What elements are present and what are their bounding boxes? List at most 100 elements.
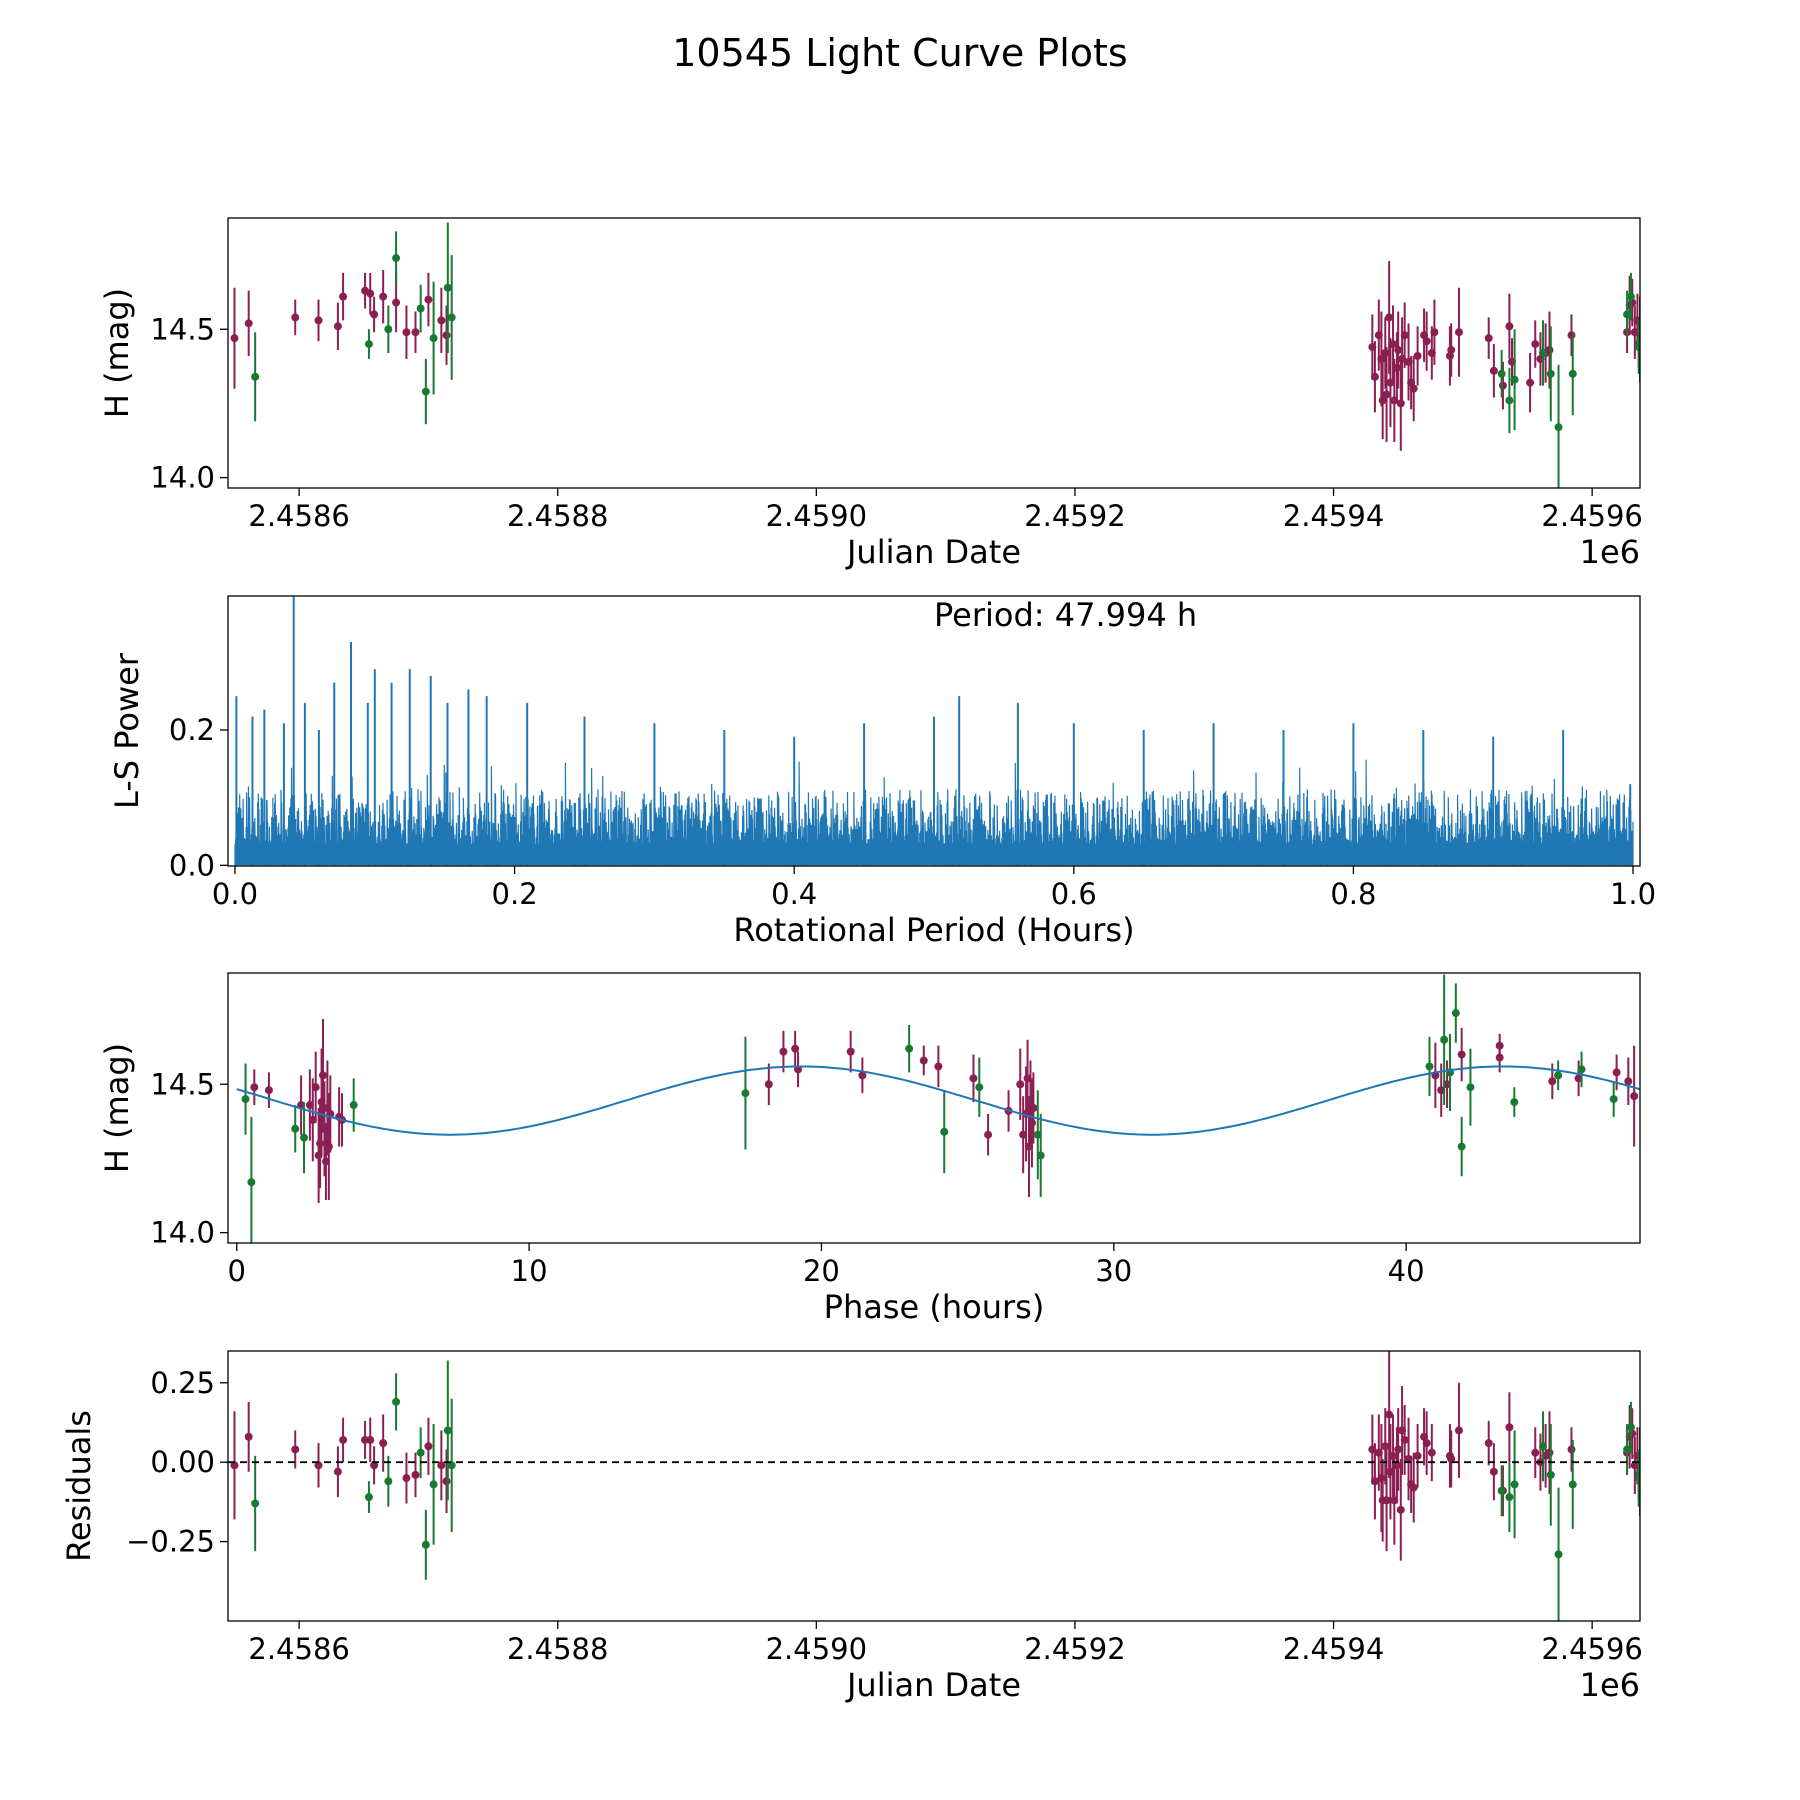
data-point — [1409, 384, 1418, 393]
data-point — [370, 310, 379, 319]
data-point — [1385, 1410, 1394, 1419]
panel-phased-light-curve: 0 10 20 30 40 14.0 14.5 Phase (hours) H (mag) — [98, 972, 1641, 1326]
data-point — [1382, 1496, 1391, 1505]
data-point — [244, 1432, 253, 1441]
data-point — [349, 1101, 358, 1110]
data-point — [230, 334, 239, 343]
data-point — [1510, 375, 1519, 384]
data-point — [1427, 1448, 1436, 1457]
model-curve — [236, 1065, 1640, 1136]
data-point — [1548, 1077, 1557, 1086]
data-point — [975, 1083, 984, 1092]
data-point — [421, 1540, 430, 1549]
series-r-band — [230, 261, 1640, 451]
data-point — [1531, 340, 1540, 349]
panel-residuals: 2.4586 2.4588 2.4590 2.4592 2.4594 2.4596 0.25… — [60, 1350, 1643, 1704]
data-point — [1498, 381, 1507, 390]
data-point — [1554, 1071, 1563, 1080]
axes-frame — [227, 1350, 1641, 1622]
data-point — [1400, 331, 1409, 340]
data-point — [1422, 1439, 1431, 1448]
x-tick-label: 30 — [1095, 1254, 1132, 1288]
data-point — [339, 292, 348, 301]
y-tick-label: −0.25 — [126, 1525, 215, 1559]
data-point — [319, 1071, 328, 1080]
data-point — [241, 1095, 250, 1104]
data-point — [1630, 1092, 1639, 1101]
x-tick-label: 2.4592 — [1024, 499, 1125, 533]
data-point — [1381, 349, 1390, 357]
x-tick-label: 2.4592 — [1024, 1632, 1125, 1666]
data-point — [1577, 1065, 1586, 1074]
data-point — [1016, 1080, 1025, 1089]
series-r-band — [230, 1351, 1640, 1561]
figure-title: 10545 Light Curve Plots — [672, 31, 1127, 75]
y-tick-label: 0.2 — [169, 713, 215, 747]
data-point — [1567, 331, 1576, 340]
data-point — [741, 1089, 750, 1098]
data-point — [424, 1442, 433, 1451]
x-tick-label: 40 — [1388, 1254, 1425, 1288]
data-point — [1396, 399, 1405, 408]
data-point — [1451, 1009, 1460, 1018]
data-point — [443, 1426, 452, 1435]
data-layer — [230, 1351, 1640, 1621]
panel-light-curve: 2.4586 2.4588 2.4590 2.4592 2.4594 2.4596 14.0… — [98, 217, 1643, 571]
x-tick-label: 1.0 — [1610, 877, 1656, 911]
data-point — [846, 1047, 855, 1056]
data-point — [247, 1178, 256, 1187]
data-point — [379, 1439, 388, 1448]
data-point — [1400, 1435, 1409, 1444]
data-point — [1510, 1480, 1519, 1489]
data-point — [1489, 1467, 1498, 1476]
data-point — [1457, 1142, 1466, 1151]
data-point — [1526, 378, 1535, 387]
data-point — [1505, 396, 1514, 405]
data-point — [1484, 1439, 1493, 1448]
x-tick-label: 2.4594 — [1283, 499, 1384, 533]
y-tick-label: 14.0 — [150, 461, 215, 495]
data-point — [300, 1133, 309, 1142]
data-point — [1495, 1041, 1504, 1050]
series-g-band — [251, 1360, 1640, 1621]
data-point — [1546, 369, 1555, 378]
data-point — [442, 331, 451, 340]
data-point — [1029, 1104, 1038, 1112]
data-point — [1623, 310, 1632, 319]
y-tick-label: 14.5 — [150, 312, 215, 346]
data-point — [1027, 1118, 1036, 1127]
data-point — [1568, 369, 1577, 378]
data-point — [934, 1062, 943, 1071]
data-point — [779, 1047, 788, 1056]
data-point — [392, 254, 401, 263]
data-point — [1567, 1445, 1576, 1454]
data-point — [1626, 1423, 1635, 1432]
data-point — [250, 1083, 259, 1092]
data-point — [905, 1044, 914, 1053]
data-point — [429, 334, 438, 343]
data-point — [291, 1124, 300, 1133]
series-r-band — [250, 1018, 1639, 1203]
data-point — [1440, 1035, 1449, 1044]
data-point — [1505, 1423, 1514, 1432]
y-tick-label: 0.25 — [150, 1366, 215, 1400]
y-axis-label: L-S Power — [108, 652, 146, 809]
data-point — [1447, 1455, 1456, 1463]
data-point — [291, 313, 300, 322]
data-point — [314, 1461, 323, 1470]
data-point — [443, 283, 452, 292]
axes-frame — [227, 595, 1641, 867]
data-point — [1377, 354, 1386, 363]
data-point — [384, 1477, 393, 1486]
data-point — [1636, 1467, 1640, 1476]
data-point — [1505, 1493, 1514, 1502]
data-point — [364, 1493, 373, 1502]
data-point — [1392, 363, 1401, 372]
data-point — [1378, 396, 1387, 405]
x-tick-label: 2.4594 — [1283, 1632, 1384, 1666]
x-tick-label: 10 — [511, 1254, 548, 1288]
axes-frame — [227, 972, 1641, 1244]
data-point — [264, 1086, 273, 1095]
data-point — [424, 295, 433, 304]
